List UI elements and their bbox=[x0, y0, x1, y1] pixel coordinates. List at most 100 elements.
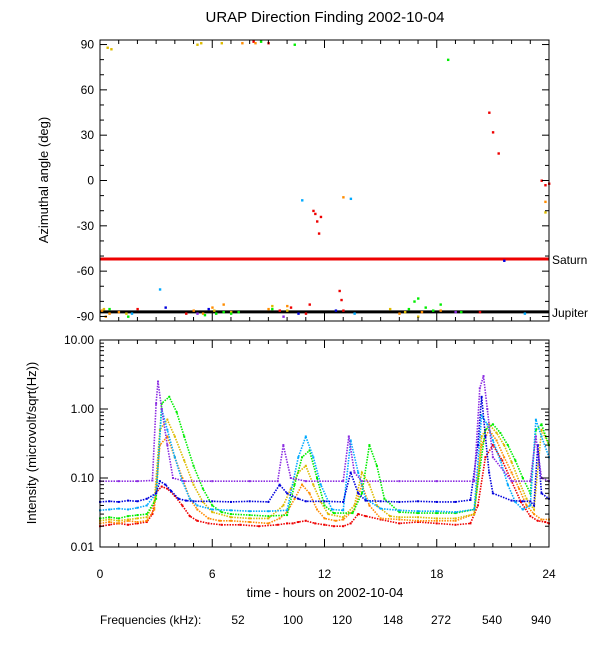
intensity-point-540khz bbox=[510, 499, 513, 502]
intensity-point-540khz bbox=[488, 471, 491, 474]
azimuth-point-100khz bbox=[192, 309, 195, 312]
intensity-point-540khz bbox=[192, 500, 195, 503]
intensity-point-540khz bbox=[177, 497, 180, 500]
azimuth-point-148khz bbox=[293, 43, 296, 46]
intensity-point-272khz bbox=[181, 480, 184, 483]
intensity-point-148khz bbox=[398, 511, 401, 514]
intensity-point-272khz bbox=[319, 483, 322, 486]
intensity-point-120khz bbox=[166, 418, 169, 421]
intensity-point-100khz bbox=[136, 521, 139, 524]
intensity-point-148khz bbox=[175, 411, 178, 414]
azimuth-point-148khz bbox=[417, 297, 420, 300]
azimuth-point-52khz bbox=[289, 306, 293, 309]
intensity-point-540khz bbox=[267, 500, 270, 503]
intensity-point-100khz bbox=[480, 444, 483, 447]
intensity-point-148khz bbox=[248, 514, 251, 517]
intensity-point-540khz bbox=[417, 500, 420, 503]
intensity-point-940khz bbox=[183, 480, 186, 483]
intensity-point-148khz bbox=[183, 435, 186, 438]
intensity-point-100khz bbox=[398, 518, 401, 521]
intensity-point-940khz bbox=[398, 480, 401, 483]
intensity-point-148khz bbox=[286, 514, 289, 517]
intensity-point-940khz bbox=[353, 471, 356, 474]
intensity-point-52khz bbox=[297, 521, 300, 524]
intensity-point-100khz bbox=[248, 521, 251, 524]
intensity-point-540khz bbox=[379, 500, 382, 503]
intensity-point-52khz bbox=[323, 523, 326, 526]
legend-item-100khz: 100 bbox=[283, 613, 303, 627]
intensity-point-52khz bbox=[220, 523, 223, 526]
azimuth-point-540khz bbox=[297, 312, 300, 315]
intensity-point-272khz bbox=[454, 511, 457, 514]
intensity-point-940khz bbox=[151, 479, 154, 482]
azimuth-point-52khz bbox=[497, 152, 500, 155]
azimuth-point-52khz bbox=[314, 212, 317, 216]
intensity-point-52khz bbox=[349, 522, 352, 525]
intensity-point-272khz bbox=[506, 483, 509, 486]
intensity-point-940khz bbox=[486, 408, 489, 410]
intensity-point-272khz bbox=[529, 504, 532, 507]
intensity-point-540khz bbox=[158, 480, 161, 483]
intensity-point-100khz bbox=[342, 518, 345, 521]
intensity-point-52khz bbox=[476, 504, 479, 507]
intensity-point-52khz bbox=[417, 521, 420, 524]
intensity-point-540khz bbox=[145, 497, 148, 500]
intensity-point-540khz bbox=[540, 492, 543, 495]
intensity-point-272khz bbox=[188, 497, 191, 500]
intensity-point-100khz bbox=[267, 522, 270, 525]
azimuth-point-100khz bbox=[420, 310, 424, 314]
intensity-point-940khz bbox=[211, 480, 214, 483]
intensity-point-100khz bbox=[510, 471, 513, 474]
azimuth-point-52khz bbox=[501, 258, 504, 261]
intensity-point-148khz bbox=[117, 517, 120, 520]
intensity-point-940khz bbox=[248, 480, 251, 483]
intensity-point-120khz bbox=[398, 516, 401, 519]
intensity-point-148khz bbox=[499, 431, 502, 434]
intensity-point-940khz bbox=[171, 477, 174, 479]
intensity-point-272khz bbox=[117, 507, 120, 510]
intensity-point-540khz bbox=[304, 500, 307, 503]
intensity-point-100khz bbox=[323, 517, 326, 520]
intensity-point-272khz bbox=[297, 456, 300, 459]
azimuth-point-120khz bbox=[196, 43, 199, 46]
intensity-point-272khz bbox=[127, 508, 130, 511]
intensity-point-148khz bbox=[145, 513, 148, 516]
time-x-label: time - hours on 2002-10-04 bbox=[247, 585, 404, 600]
azimuth-point-148khz bbox=[222, 310, 225, 314]
intensity-point-148khz bbox=[332, 512, 335, 515]
intensity-point-272khz bbox=[286, 509, 289, 512]
intensity-point-272khz bbox=[136, 506, 139, 509]
intensity-point-120khz bbox=[289, 487, 292, 490]
intensity-point-100khz bbox=[229, 519, 232, 522]
azimuth-point-52khz bbox=[316, 220, 319, 223]
intensity-point-148khz bbox=[301, 456, 304, 459]
intensity-point-540khz bbox=[323, 500, 326, 503]
azimuth-point-120khz bbox=[110, 48, 113, 51]
intensity-point-120khz bbox=[454, 517, 457, 520]
intensity-point-52khz bbox=[379, 518, 382, 521]
intensity-point-100khz bbox=[308, 492, 311, 495]
azimuth-point-272khz bbox=[523, 312, 527, 315]
intensity-point-100khz bbox=[153, 508, 156, 511]
azimuth-tick-label: -30 bbox=[77, 219, 95, 233]
intensity-point-540khz bbox=[357, 492, 360, 495]
intensity-tick-label: 1.00 bbox=[71, 402, 95, 416]
azimuth-point-148khz bbox=[259, 40, 263, 43]
azimuth-point-148khz bbox=[407, 307, 411, 311]
intensity-point-100khz bbox=[108, 521, 111, 524]
intensity-y-label: Intensity (microvolt/sqrt(Hz)) bbox=[24, 362, 39, 525]
intensity-point-272khz bbox=[499, 459, 502, 462]
intensity-point-52khz bbox=[108, 523, 111, 526]
azimuth-point-120khz bbox=[106, 46, 109, 49]
intensity-point-120khz bbox=[540, 428, 543, 431]
intensity-point-148khz bbox=[521, 477, 524, 479]
intensity-point-148khz bbox=[360, 492, 363, 495]
intensity-series-272khz bbox=[99, 408, 550, 513]
intensity-point-148khz bbox=[540, 423, 543, 426]
chart-title: URAP Direction Finding 2002-10-04 bbox=[205, 9, 444, 26]
intensity-point-100khz bbox=[207, 517, 210, 520]
intensity-point-540khz bbox=[521, 500, 524, 503]
intensity-point-52khz bbox=[491, 444, 494, 447]
intensity-point-100khz bbox=[181, 477, 184, 479]
intensity-point-100khz bbox=[518, 487, 521, 490]
